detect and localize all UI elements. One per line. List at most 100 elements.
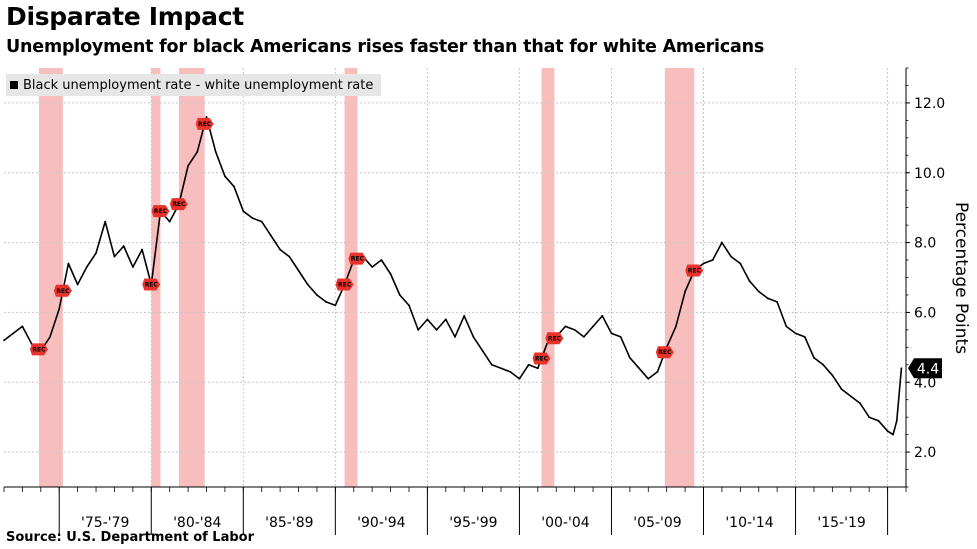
data-point (859, 402, 861, 405)
data-point (628, 356, 631, 359)
data-point (187, 164, 189, 167)
data-point (12, 332, 15, 335)
recession-marker-label: REC (172, 201, 186, 208)
data-point (435, 328, 438, 331)
data-point (647, 377, 650, 380)
data-point (877, 419, 880, 422)
recession-marker (685, 264, 704, 277)
grid-lines (4, 68, 906, 487)
data-point (325, 301, 328, 303)
data-point (592, 325, 594, 328)
data-point (85, 266, 88, 268)
x-tick-label: '05-'09 (633, 515, 681, 531)
x-tick-label: '85-'89 (265, 515, 313, 531)
recession-marker-label: REC (658, 349, 672, 356)
series-lines (3, 115, 903, 436)
data-point (131, 266, 134, 268)
recession-marker-label: REC (535, 356, 549, 363)
data-point (684, 290, 687, 293)
data-point (270, 234, 272, 237)
data-point (776, 301, 779, 303)
recession-marker-label: REC (351, 256, 365, 263)
chart-subtitle: Unemployment for black Americans rises f… (6, 37, 765, 57)
data-point (168, 220, 171, 223)
series-line (3, 116, 903, 436)
data-point (674, 325, 677, 328)
data-point (794, 332, 797, 335)
data-point (638, 367, 640, 370)
data-point (463, 315, 466, 317)
x-tick-label: '90-'94 (357, 515, 405, 531)
recession-marker-label: REC (198, 121, 212, 128)
data-point (490, 363, 493, 366)
data-point (444, 318, 447, 321)
data-point (288, 255, 291, 258)
x-tick-label: '75-'79 (81, 515, 129, 531)
y-tick-label: 8.0 (914, 236, 936, 252)
data-point (49, 335, 51, 338)
data-point (656, 370, 659, 373)
data-point (730, 255, 733, 258)
data-point (472, 335, 475, 338)
data-point (76, 283, 79, 286)
data-point (3, 339, 5, 342)
data-point (619, 335, 622, 338)
data-point (536, 367, 539, 370)
data-point (306, 283, 309, 286)
data-point (481, 349, 484, 352)
recession-marker (142, 278, 161, 291)
data-point (518, 377, 521, 380)
data-point (892, 433, 895, 436)
recession-bands (38, 68, 695, 487)
data-point (141, 248, 143, 251)
recession-band (151, 68, 161, 487)
last-value-callout: 4.4 (908, 358, 942, 379)
data-point (122, 245, 125, 247)
recession-marker (169, 198, 188, 211)
data-point (104, 220, 107, 223)
data-point (564, 325, 567, 328)
recession-marker (151, 205, 170, 218)
data-point (757, 290, 760, 293)
data-point (711, 259, 714, 261)
data-point (279, 248, 282, 251)
source-note: Source: U.S. Department of Labor (6, 530, 255, 545)
x-tick-label: '00-'04 (541, 515, 589, 531)
data-point (840, 388, 843, 391)
data-point (398, 294, 401, 296)
data-point (785, 325, 788, 328)
data-point (868, 416, 871, 419)
data-point (205, 115, 208, 118)
data-point (610, 332, 613, 335)
data-point (601, 315, 604, 317)
data-point (886, 430, 889, 433)
data-point (233, 185, 236, 188)
recession-marker-label: REC (56, 288, 70, 295)
data-point (803, 335, 806, 338)
recession-marker-label: REC (154, 208, 168, 215)
data-point (334, 304, 337, 307)
data-point (297, 269, 300, 272)
recession-band (664, 68, 695, 487)
y-tick-label: 4.0 (914, 375, 936, 391)
recession-marker (545, 332, 564, 345)
data-point (223, 175, 226, 178)
data-point (371, 266, 374, 268)
last-value-box (908, 358, 942, 379)
data-point (900, 367, 903, 370)
recession-marker (195, 117, 214, 130)
recession-band (178, 68, 205, 487)
recession-marker (29, 343, 48, 356)
x-tick-label: '80-'84 (173, 515, 221, 531)
legend: Black unemployment rate - white unemploy… (6, 74, 382, 96)
recession-marker (532, 352, 551, 365)
data-point (260, 220, 263, 223)
data-point (509, 370, 512, 373)
data-point (21, 325, 24, 328)
data-point (500, 367, 502, 370)
data-point (242, 210, 245, 213)
recession-marker (53, 284, 72, 297)
data-point (214, 150, 217, 153)
legend-label: Black unemployment rate - white unemploy… (23, 77, 374, 93)
data-point (813, 356, 815, 359)
